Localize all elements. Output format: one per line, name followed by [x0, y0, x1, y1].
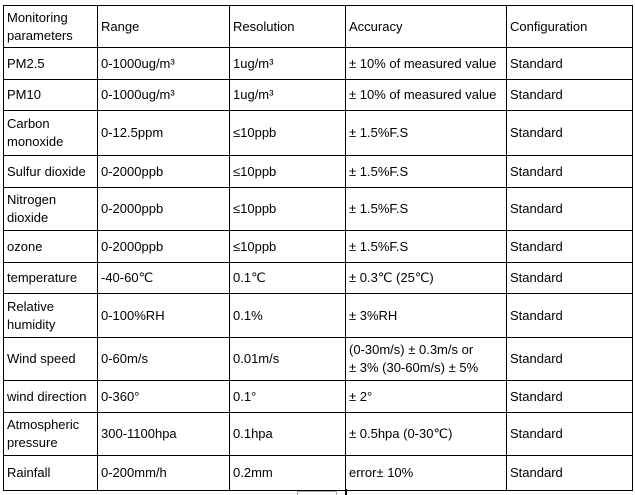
table-cell: ± 3%RH: [345, 293, 507, 338]
table-cell: PM10: [3, 79, 98, 111]
table-cell: 0.1°: [229, 380, 346, 413]
table-cell: ± 1.5%F.S: [345, 187, 507, 231]
table-cell: 0-2000ppb: [97, 187, 230, 231]
header-monitoring-parameters: Monitoring parameters: [3, 5, 98, 48]
table-cell: Sulfur dioxide: [3, 155, 98, 188]
table-cell: error± 10%: [345, 455, 507, 491]
header-configuration: Configuration: [506, 5, 633, 48]
table-cell: Standard: [506, 293, 633, 338]
table-cell: 0-200mm/h: [97, 455, 230, 491]
table-cell: Standard: [506, 380, 633, 413]
table-cell: ≤10ppb: [229, 230, 346, 263]
table-cell: 0-60m/s: [97, 337, 230, 381]
table-cell: Standard: [506, 47, 633, 80]
table-row: Sulfur dioxide 0-2000ppb ≤10ppb ± 1.5%F.S St…: [3, 155, 633, 188]
table-row: Rainfall 0-200mm/h 0.2mm error± 10% Standard: [3, 455, 633, 491]
cutoff-border-fragment: [345, 489, 347, 495]
table-row: Wind speed 0-60m/s 0.01m/s (0-30m/s) ± 0.3m…: [3, 337, 633, 381]
table-cell: 300-1100hpa: [97, 412, 230, 456]
table-cell: Standard: [506, 337, 633, 381]
table-row: PM2.5 0-1000ug/m³ 1ug/m³ ± 10% of measured …: [3, 47, 633, 80]
cutoff-fragment-box: [297, 491, 337, 495]
table-cell: Standard: [506, 455, 633, 491]
table-cell: (0-30m/s) ± 0.3m/s or ± 3% (30-60m/s) ± …: [345, 337, 507, 381]
table-cell: Standard: [506, 262, 633, 294]
table-cell: temperature: [3, 262, 98, 294]
table-cell: 1ug/m³: [229, 79, 346, 111]
table-cell: 0-1000ug/m³: [97, 47, 230, 80]
table-cell: 0.1%: [229, 293, 346, 338]
table-cell: ± 1.5%F.S: [345, 230, 507, 263]
table-cell: 0-2000ppb: [97, 230, 230, 263]
table-cell: PM2.5: [3, 47, 98, 80]
table-cell: Standard: [506, 110, 633, 156]
table-cell: wind direction: [3, 380, 98, 413]
table-cell: ≤10ppb: [229, 110, 346, 156]
table-cell: ozone: [3, 230, 98, 263]
header-resolution: Resolution: [229, 5, 346, 48]
monitoring-parameters-table: Monitoring parameters Range Resolution A…: [3, 5, 633, 491]
table-row: Relative humidity 0-100%RH 0.1% ± 3%RH Stand…: [3, 293, 633, 338]
table-cell: Relative humidity: [3, 293, 98, 338]
table-cell: ± 10% of measured value: [345, 79, 507, 111]
table-cell: 1ug/m³: [229, 47, 346, 80]
table-row: Nitrogen dioxide 0-2000ppb ≤10ppb ± 1.5%F.S…: [3, 187, 633, 231]
table-cell: 0-12.5ppm: [97, 110, 230, 156]
table-cell: 0-1000ug/m³: [97, 79, 230, 111]
table-cell: ± 0.3℃ (25℃): [345, 262, 507, 294]
table-cell: ≤10ppb: [229, 187, 346, 231]
table-body: PM2.5 0-1000ug/m³ 1ug/m³ ± 10% of measured …: [3, 47, 633, 491]
table-cell: 0-2000ppb: [97, 155, 230, 188]
table-cell: Standard: [506, 230, 633, 263]
table-cell: 0.2mm: [229, 455, 346, 491]
table-cell: ≤10ppb: [229, 155, 346, 188]
table-cell: 0-100%RH: [97, 293, 230, 338]
table-cell: ± 1.5%F.S: [345, 155, 507, 188]
table-cell: Rainfall: [3, 455, 98, 491]
table-cell: Standard: [506, 155, 633, 188]
table-row: wind direction 0-360° 0.1° ± 2° Standard: [3, 380, 633, 413]
table-row: Atmospheric pressure 300-1100hpa 0.1hpa ± 0…: [3, 412, 633, 456]
table-cell: Carbon monoxide: [3, 110, 98, 156]
table-row: Carbon monoxide 0-12.5ppm ≤10ppb ± 1.5%F.S S…: [3, 110, 633, 156]
table-cell: Wind speed: [3, 337, 98, 381]
table-cell: Nitrogen dioxide: [3, 187, 98, 231]
table-cell: Standard: [506, 187, 633, 231]
header-accuracy: Accuracy: [345, 5, 507, 48]
header-range: Range: [97, 5, 230, 48]
table-cell: Standard: [506, 412, 633, 456]
table-cell: 0.1hpa: [229, 412, 346, 456]
table-row: PM10 0-1000ug/m³ 1ug/m³ ± 10% of measured v…: [3, 79, 633, 111]
table-cell: Atmospheric pressure: [3, 412, 98, 456]
table-cell: -40-60℃: [97, 262, 230, 294]
table-cell: ± 1.5%F.S: [345, 110, 507, 156]
table-cell: 0.1℃: [229, 262, 346, 294]
table-cell: ± 0.5hpa (0-30℃): [345, 412, 507, 456]
table-cell: 0.01m/s: [229, 337, 346, 381]
table-row: temperature -40-60℃ 0.1℃ ± 0.3℃ (25℃) Standa…: [3, 262, 633, 294]
table-cell: ± 10% of measured value: [345, 47, 507, 80]
table-cell: ± 2°: [345, 380, 507, 413]
table-cell: 0-360°: [97, 380, 230, 413]
table-header-row: Monitoring parameters Range Resolution A…: [3, 5, 633, 48]
table-cell: Standard: [506, 79, 633, 111]
table-row: ozone 0-2000ppb ≤10ppb ± 1.5%F.S Standard: [3, 230, 633, 263]
